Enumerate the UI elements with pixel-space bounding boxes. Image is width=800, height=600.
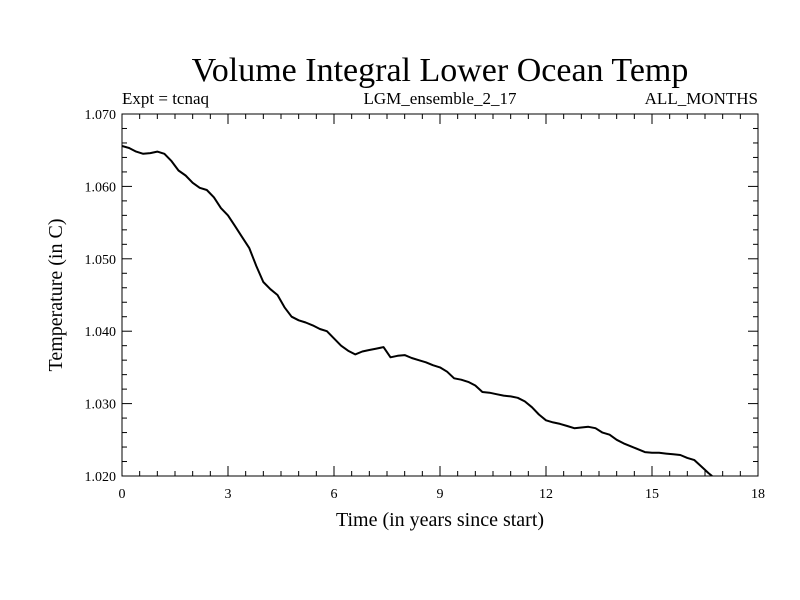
y-tick-label: 1.050 bbox=[85, 253, 117, 268]
y-tick-label: 1.040 bbox=[85, 325, 117, 340]
y-tick-label: 1.030 bbox=[85, 398, 117, 413]
y-tick-label: 1.020 bbox=[85, 470, 117, 485]
plot-area bbox=[122, 144, 713, 476]
x-tick-label: 9 bbox=[437, 487, 444, 502]
subtitle-experiment: Expt = tcnaq bbox=[122, 89, 210, 108]
x-tick-label: 6 bbox=[331, 487, 338, 502]
x-tick-label: 18 bbox=[751, 487, 765, 502]
chart-title: Volume Integral Lower Ocean Temp bbox=[192, 52, 689, 89]
axis-ticks bbox=[121, 113, 759, 477]
y-tick-label: 1.060 bbox=[85, 180, 117, 195]
plot-frame bbox=[121, 113, 759, 477]
y-axis-label: Temperature (in C) bbox=[45, 219, 67, 372]
x-tick-label: 15 bbox=[645, 487, 659, 502]
axis-tick-labels: 0 3 6 9 12 15 18 1.020 1.030 1.040 1.050 1.060 1.070 bbox=[85, 108, 766, 502]
series-line bbox=[122, 144, 713, 476]
x-tick-label: 0 bbox=[119, 487, 126, 502]
subtitle-months: ALL_MONTHS bbox=[645, 89, 758, 108]
x-tick-label: 12 bbox=[539, 487, 553, 502]
subtitle-ensemble: LGM_ensemble_2_17 bbox=[364, 89, 517, 108]
y-tick-label: 1.070 bbox=[85, 108, 117, 123]
x-tick-label: 3 bbox=[225, 487, 232, 502]
x-axis-label: Time (in years since start) bbox=[336, 509, 544, 531]
